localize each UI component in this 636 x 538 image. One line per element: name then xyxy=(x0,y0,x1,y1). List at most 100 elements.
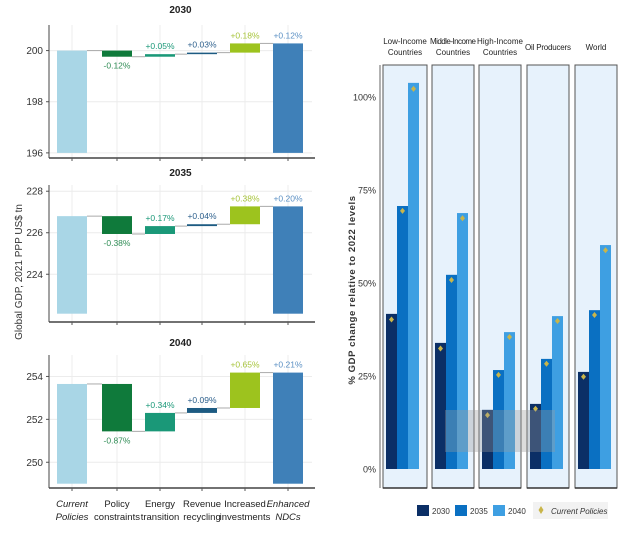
current-policies-marker xyxy=(400,207,405,214)
bar-2030 xyxy=(482,409,493,469)
bar-energy-transition xyxy=(145,226,175,234)
bar-revenue-recycling xyxy=(187,52,217,55)
current-policies-marker xyxy=(389,316,394,323)
legend-label: Current Policies xyxy=(551,507,607,516)
bar-2035 xyxy=(446,274,457,469)
group-label: Low-Income xyxy=(383,37,427,46)
x-category-label: Increased xyxy=(224,499,266,510)
legend-marker-bg xyxy=(533,502,608,519)
bar-policy-constraints xyxy=(102,50,132,57)
current-policies-marker xyxy=(438,345,443,352)
x-category-label: Policy xyxy=(104,499,130,510)
y-tick-label: 198 xyxy=(26,97,43,108)
panel-title: 2035 xyxy=(169,168,192,179)
x-category-label: NDCs xyxy=(275,512,301,523)
y-tick-label: 200 xyxy=(26,46,43,57)
current-policies-marker xyxy=(603,247,608,254)
left-y-axis-label: Global GDP, 2021 PPP US$ tn xyxy=(14,204,25,340)
bar-2035 xyxy=(493,370,504,469)
panel-oil-producers: Oil Producers xyxy=(525,43,571,489)
data-label: -0.38% xyxy=(104,238,131,248)
legend-label: 2040 xyxy=(508,507,526,516)
bar-2040 xyxy=(600,245,611,469)
bar-2035 xyxy=(589,310,600,469)
current-policies-marker xyxy=(507,333,512,340)
bar-current-policies xyxy=(57,216,87,314)
x-category-label: recycling xyxy=(183,512,221,523)
x-category-label: investments xyxy=(220,512,271,523)
current-policies-marker xyxy=(544,360,549,367)
panel-world: World xyxy=(574,43,618,489)
bar-increased-investments xyxy=(230,43,260,53)
y-tick-label: 0% xyxy=(363,465,376,475)
data-label: +0.38% xyxy=(230,193,260,203)
current-policies-marker xyxy=(496,371,501,378)
current-policies-marker xyxy=(533,405,538,412)
legend-label: 2030 xyxy=(432,507,450,516)
group-label: World xyxy=(586,43,607,52)
panel-middle-income-countries: Middle-Income Countries xyxy=(430,37,477,489)
y-tick-label: 254 xyxy=(26,372,43,383)
bar-increased-investments xyxy=(230,372,260,408)
legend-marker-current-policies xyxy=(538,506,544,514)
y-tick-label: 75% xyxy=(358,186,376,196)
bar-2035 xyxy=(541,358,552,469)
panel-low-income-countries: Low-Income Countries xyxy=(382,37,428,489)
bar-enhanced-ndcs xyxy=(273,372,303,484)
data-label: +0.17% xyxy=(145,213,175,223)
x-category-label: Policies xyxy=(56,512,89,523)
bar-2030 xyxy=(578,371,589,469)
waterfall-panel-2035: 2035 224 226 228 -0.38% +0.17% +0.04% +0.38% +0.… xyxy=(26,168,315,325)
bar-chart: 0%25%50%75%100%Low-IncomeCountriesMiddle… xyxy=(353,37,618,519)
bar-2030 xyxy=(386,313,397,469)
data-label: +0.34% xyxy=(145,400,175,410)
waterfall-panel-2030: 2030 196 198 200 -0.12% +0.05% +0.03% +0.18% +0.… xyxy=(26,5,315,161)
x-category-label: Enhanced xyxy=(267,499,311,510)
x-category-label: transition xyxy=(141,512,180,523)
legend-swatch-2030 xyxy=(417,505,429,516)
current-policies-marker xyxy=(411,85,416,92)
bar-energy-transition xyxy=(145,54,175,57)
bar-2030 xyxy=(530,403,541,469)
bar-policy-constraints xyxy=(102,383,132,432)
waterfall-charts: 2030 196 198 200 -0.12% +0.05% +0.03% +0.18% +0.… xyxy=(26,5,315,523)
y-tick-label: 252 xyxy=(26,415,43,426)
bar-current-policies xyxy=(57,50,87,153)
bar-increased-investments xyxy=(230,206,260,225)
current-policies-marker xyxy=(555,317,560,324)
group-label: Countries xyxy=(483,48,517,57)
overlay-toolbar xyxy=(445,410,555,452)
group-label: Oil Producers xyxy=(525,43,571,52)
y-tick-label: 250 xyxy=(26,458,43,469)
data-label: +0.18% xyxy=(230,30,260,40)
data-label: +0.65% xyxy=(230,360,260,370)
y-tick-label: 100% xyxy=(353,93,376,103)
current-policies-marker xyxy=(485,412,490,419)
group-label: Countries xyxy=(436,48,470,57)
x-category-label: constraints xyxy=(94,512,140,523)
panel-title: 2040 xyxy=(169,338,192,349)
data-label: +0.04% xyxy=(187,211,217,221)
current-policies-marker xyxy=(592,312,597,319)
y-tick-label: 226 xyxy=(26,228,43,239)
data-label: +0.09% xyxy=(187,395,217,405)
y-tick-label: 25% xyxy=(358,372,376,382)
waterfall-panel-2040: 2040 250 252 254 -0.87% +0.34% +0.09% +0.65% +0.… xyxy=(26,338,315,491)
x-category-label: Energy xyxy=(145,499,175,510)
x-category-label: Revenue xyxy=(183,499,221,510)
y-tick-label: 50% xyxy=(358,279,376,289)
legend: 2030 2035 2040 Current Policies xyxy=(417,502,608,519)
bar-2040 xyxy=(408,82,419,469)
right-y-axis-label: % GDP change relative to 2022 levels xyxy=(347,195,358,384)
bar-revenue-recycling xyxy=(187,407,217,413)
group-label: Countries xyxy=(388,48,422,57)
bar-2040 xyxy=(457,213,468,469)
y-tick-label: 224 xyxy=(26,270,43,281)
bar-enhanced-ndcs xyxy=(273,206,303,314)
data-label: -0.12% xyxy=(104,61,131,71)
current-policies-marker xyxy=(460,215,465,222)
data-label: +0.03% xyxy=(187,40,217,50)
legend-swatch-2040 xyxy=(493,505,505,516)
panel-title: 2030 xyxy=(169,5,192,16)
